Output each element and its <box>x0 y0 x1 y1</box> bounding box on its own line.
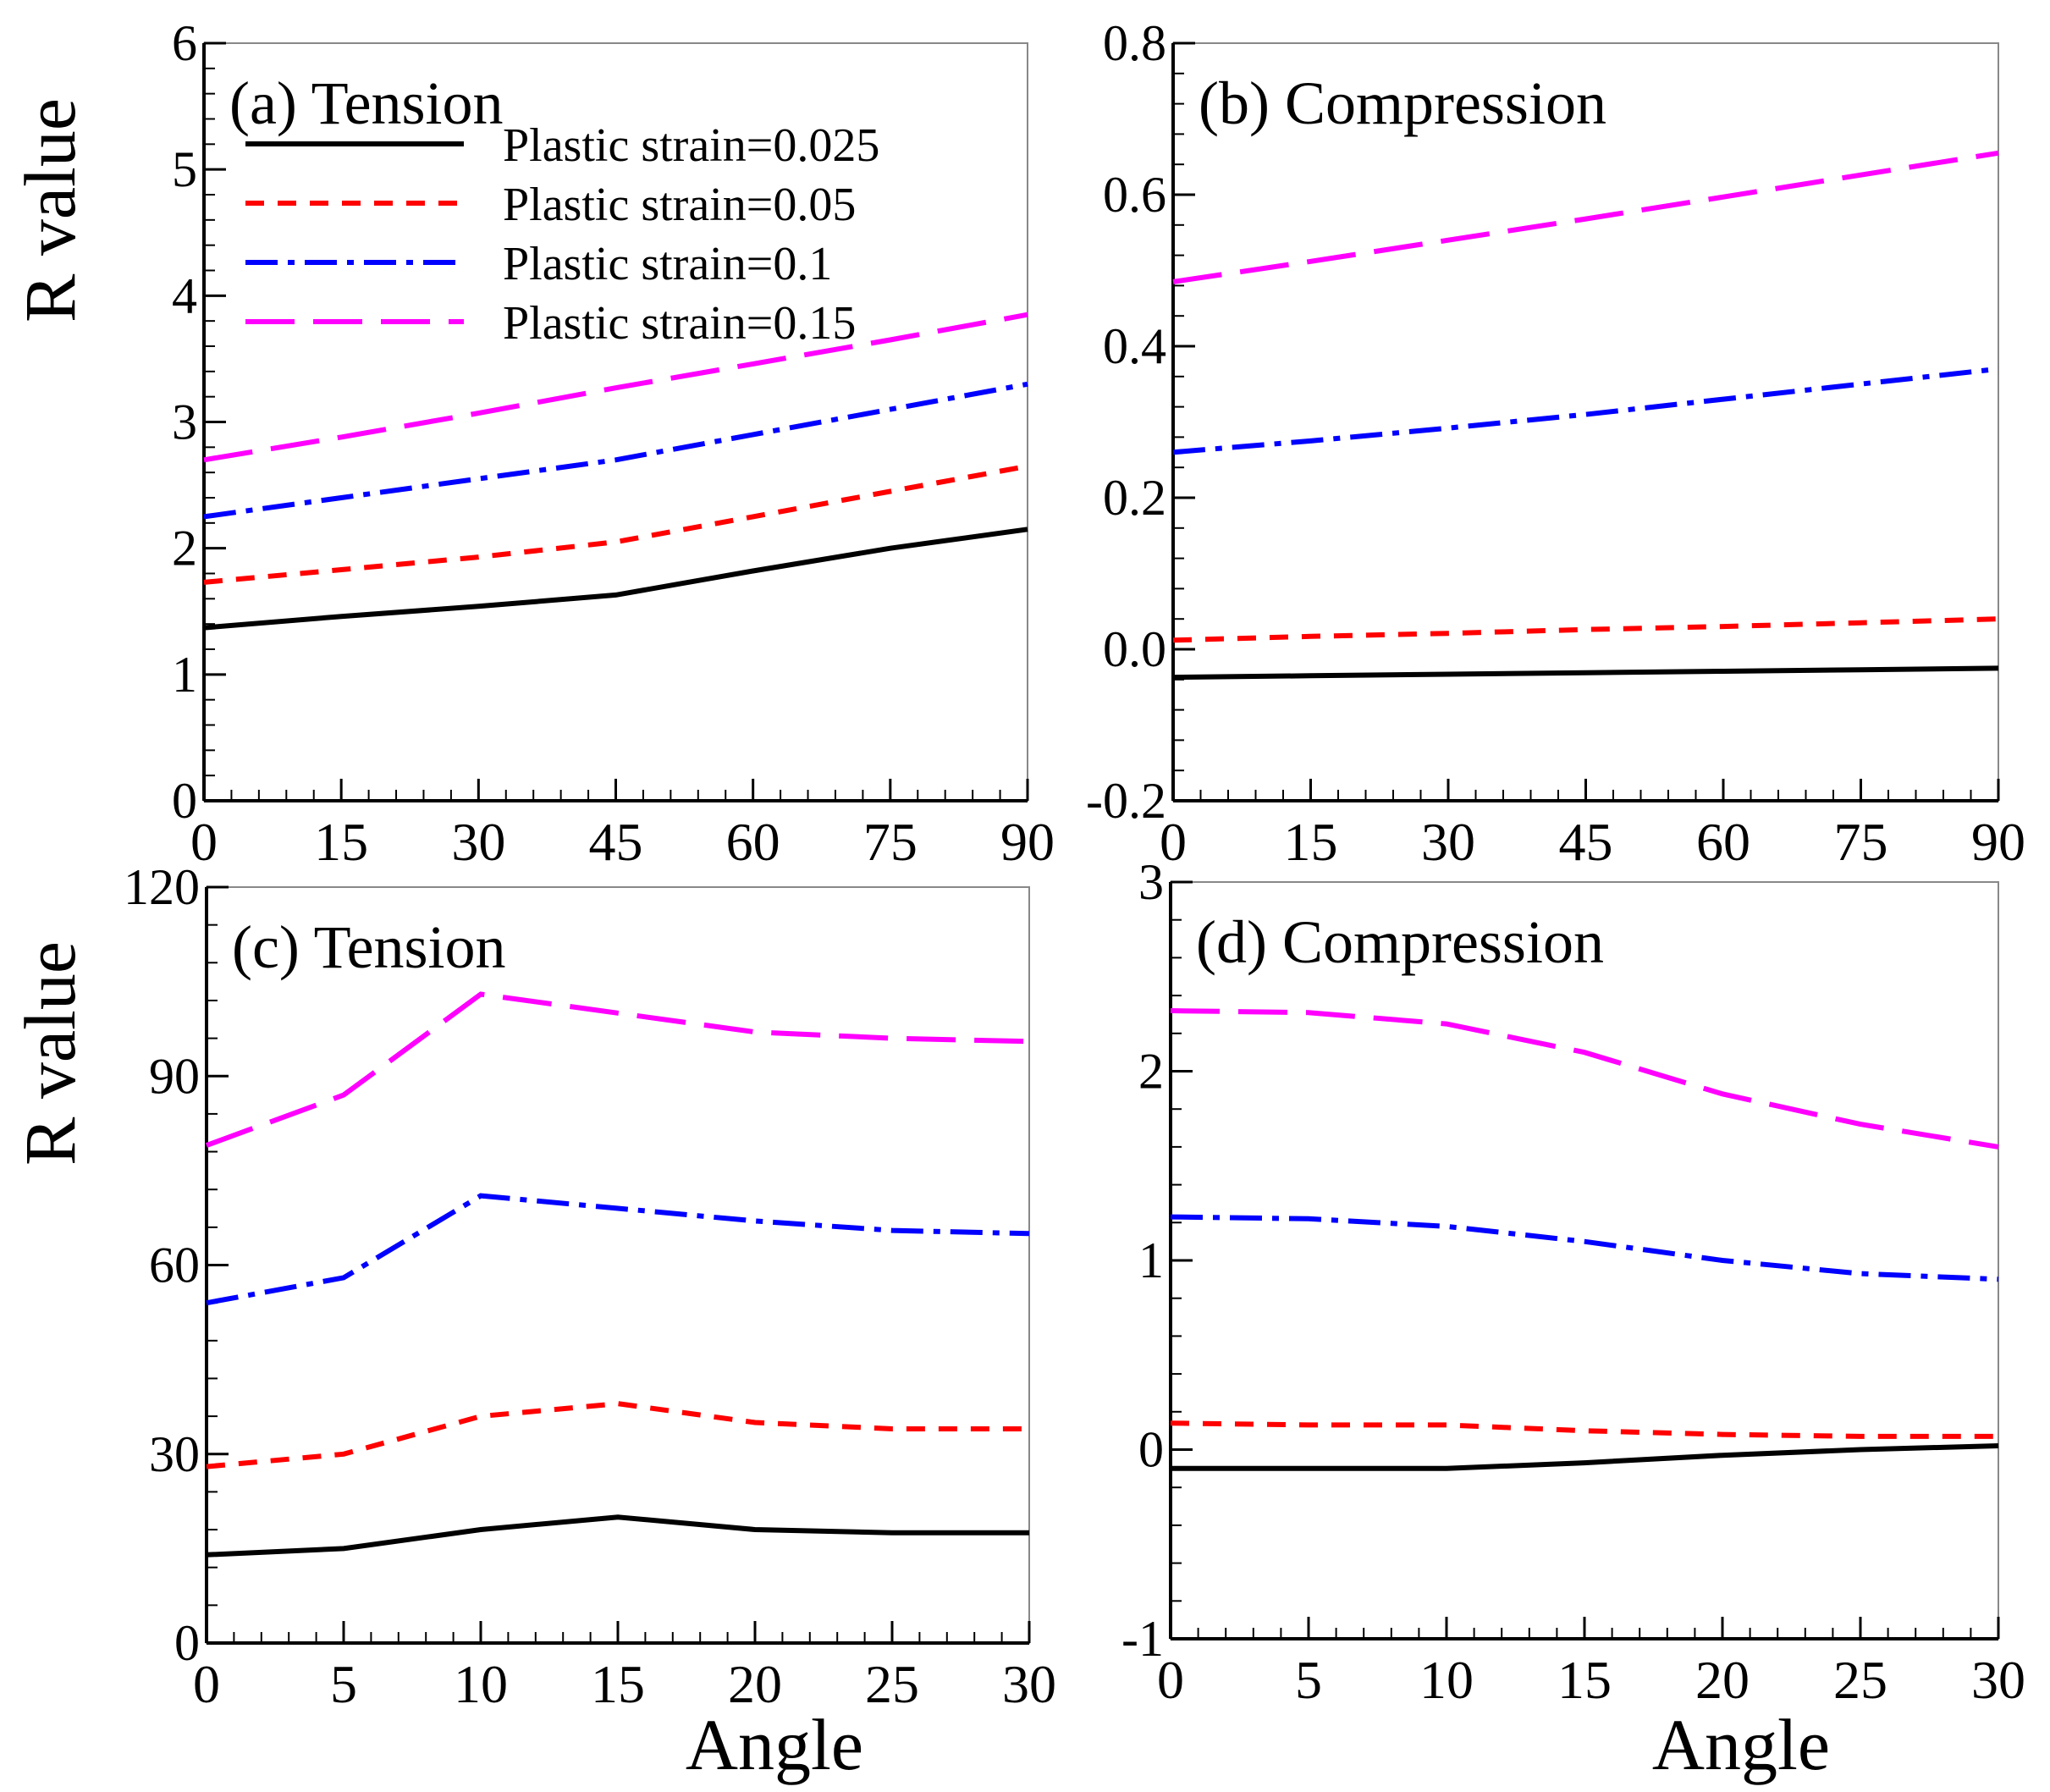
series-line-3 <box>206 1193 1030 1306</box>
series-line-4 <box>203 312 1028 463</box>
y-tick-label: 3 <box>172 394 197 450</box>
x-tick-label: 5 <box>1295 1650 1322 1710</box>
x-tick-label: 0 <box>1157 1650 1184 1710</box>
chart-panel-c: 0 5 10 15 20 25 30 0 30 60 90 120 (c) Tension R value… <box>9 859 1056 1785</box>
y-tick-label: 4 <box>172 267 197 323</box>
y-tick-label: 2 <box>1138 1044 1164 1100</box>
x-tick-label: 15 <box>1557 1650 1612 1710</box>
y-tick-label: 0 <box>174 1615 200 1671</box>
y-tick-label: 120 <box>124 859 200 915</box>
x-tick-label: 20 <box>1695 1650 1750 1710</box>
x-tick-label: 45 <box>1559 812 1613 872</box>
x-tick-label: 5 <box>330 1654 357 1714</box>
x-tick-label: 15 <box>314 812 368 872</box>
series-line-3 <box>203 381 1028 520</box>
x-tick-label: 25 <box>865 1654 919 1714</box>
series-line-1 <box>206 1514 1029 1558</box>
x-tick-label: 90 <box>1971 812 2025 872</box>
plot-frame <box>1170 881 1999 1640</box>
panel-title: (b) Compression <box>1199 69 1606 137</box>
chart-panel-b: 0 15 30 45 60 75 90 -0.2 0.0 0.2 0.4 0.6 0.8 (b) Comp… <box>1086 15 2025 872</box>
series-line-3 <box>1172 366 1999 455</box>
series-line-2 <box>1170 1420 1998 1439</box>
x-tick-label: 60 <box>726 812 780 872</box>
panel-title: (a) Tension <box>229 69 504 137</box>
x-tick-label: 15 <box>591 1654 645 1714</box>
series-line-2 <box>1172 616 1999 643</box>
y-tick-label: 0 <box>172 773 197 829</box>
y-tick-label: 1 <box>172 647 197 703</box>
series-line-1 <box>203 527 1028 631</box>
y-axis-label: R value <box>9 98 91 323</box>
legend-label-1: Plastic strain=0.025 <box>503 119 879 172</box>
x-tick-label: 10 <box>1419 1650 1474 1710</box>
series-line-2 <box>203 463 1028 585</box>
y-tick-label: 60 <box>149 1238 200 1293</box>
x-tick-label: 0 <box>1160 812 1187 872</box>
y-tick-label: -1 <box>1121 1611 1164 1667</box>
y-tick-label: 0.4 <box>1103 318 1166 374</box>
x-tick-label: 30 <box>1971 1650 2025 1710</box>
plot-frame <box>206 886 1030 1644</box>
y-tick-label: 0.8 <box>1103 15 1166 71</box>
x-axis-label: Angle <box>686 1704 863 1785</box>
y-tick-label: -0.2 <box>1086 773 1166 829</box>
y-tick-label: 1 <box>1138 1232 1164 1288</box>
panel-title: (c) Tension <box>232 913 506 981</box>
series-line-4 <box>1172 150 1999 284</box>
y-tick-label: 90 <box>149 1048 200 1104</box>
series-line-1 <box>1172 665 1999 681</box>
legend-label-3: Plastic strain=0.1 <box>503 238 832 290</box>
x-tick-label: 30 <box>451 812 505 872</box>
y-tick-label: 2 <box>172 521 197 576</box>
legend-label-2: Plastic strain=0.05 <box>503 179 856 231</box>
y-tick-label: 0.2 <box>1103 470 1166 526</box>
y-axis-label: R value <box>9 941 91 1166</box>
x-tick-label: 45 <box>589 812 643 872</box>
y-tick-label: 0 <box>1138 1422 1164 1478</box>
x-tick-label: 90 <box>1000 812 1055 872</box>
series-line-3 <box>1170 1214 1999 1282</box>
panel-title: (d) Compression <box>1196 908 1604 976</box>
x-tick-label: 20 <box>728 1654 782 1714</box>
x-tick-label: 15 <box>1284 812 1338 872</box>
series-line-4 <box>1170 1008 1999 1150</box>
y-tick-label: 0.0 <box>1103 621 1166 677</box>
x-tick-label: 75 <box>863 812 918 872</box>
x-tick-label: 60 <box>1696 812 1750 872</box>
legend: Plastic strain=0.025 Plastic strain=0.05 P… <box>245 119 879 350</box>
x-tick-label: 0 <box>190 812 218 872</box>
y-tick-label: 0.6 <box>1103 167 1166 223</box>
series-line-2 <box>206 1401 1029 1469</box>
series-line-1 <box>1171 1443 1999 1471</box>
x-tick-label: 25 <box>1833 1650 1887 1710</box>
legend-label-4: Plastic strain=0.15 <box>503 297 856 350</box>
series-line-4 <box>205 991 1030 1148</box>
x-tick-label: 75 <box>1834 812 1888 872</box>
y-tick-label: 6 <box>172 15 197 71</box>
x-tick-label: 10 <box>454 1654 508 1714</box>
plot-frame <box>1172 42 1999 802</box>
x-axis-label: Angle <box>1652 1704 1830 1785</box>
y-tick-label: 30 <box>149 1426 200 1482</box>
x-tick-label: 30 <box>1002 1654 1056 1714</box>
x-tick-label: 30 <box>1421 812 1475 872</box>
y-tick-label: 3 <box>1138 854 1164 910</box>
y-tick-label: 5 <box>172 141 197 197</box>
x-tick-label: 0 <box>193 1654 220 1714</box>
